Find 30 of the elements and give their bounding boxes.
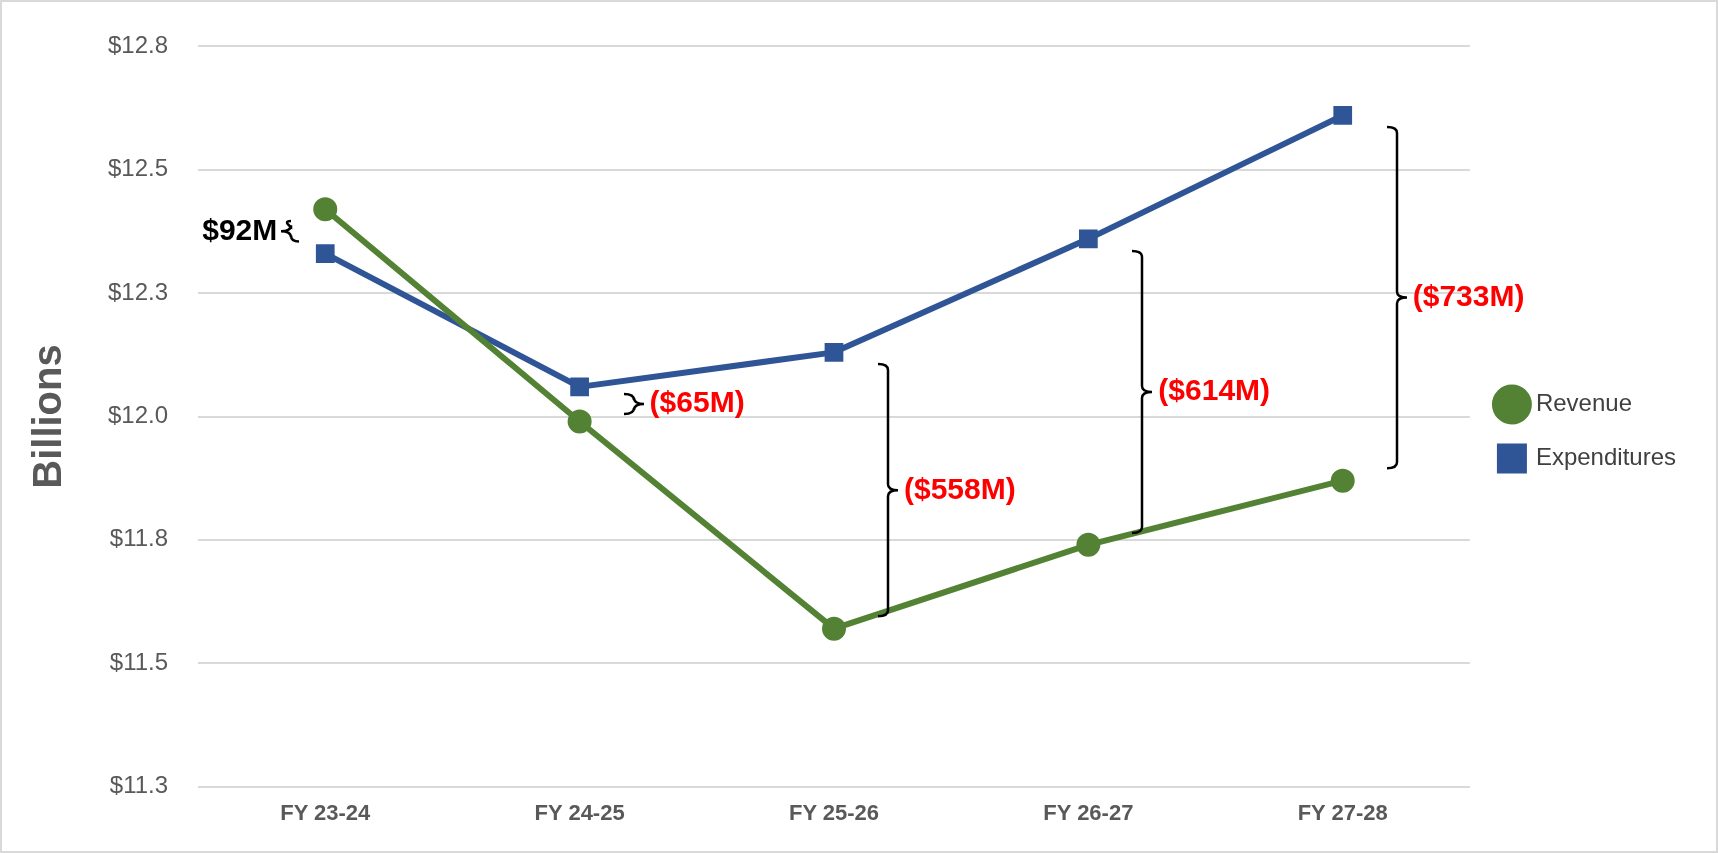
point [1330, 468, 1355, 493]
x-tick-label: FY 25-26 [788, 799, 880, 825]
point [821, 616, 846, 641]
y-tick-label: $11.8 [109, 524, 169, 552]
annotation: ($558M) [903, 471, 1016, 505]
point [313, 197, 338, 222]
point [824, 342, 844, 362]
point [1076, 532, 1101, 557]
x-tick-label: FY 24-25 [534, 799, 625, 825]
point [567, 409, 592, 434]
x-tick-label: FY 27-28 [1297, 799, 1388, 825]
x-tick-label: FY 23-24 [280, 799, 372, 825]
y-tick-label: $12.5 [108, 154, 169, 182]
x-tick-label: FY 26-27 [1043, 799, 1134, 825]
point [315, 244, 335, 264]
annotation: ($65M) [649, 385, 745, 419]
point [1078, 229, 1098, 249]
y-tick-label: $11.3 [109, 771, 169, 799]
legend-label: Expenditures [1535, 443, 1677, 471]
annotation: ($733M) [1412, 279, 1525, 313]
y-tick-label: $12.3 [108, 277, 169, 305]
annotation: $92M [202, 212, 278, 246]
y-tick-label: $11.5 [109, 647, 169, 675]
y-tick-label: $12.8 [108, 31, 169, 59]
point [570, 377, 589, 397]
legend-label: Revenue [1535, 389, 1632, 417]
annotation: ($614M) [1158, 373, 1271, 407]
point [1333, 106, 1353, 125]
y-tick-label: $12.0 [108, 401, 169, 429]
y-axis-title: Billions [25, 344, 70, 489]
